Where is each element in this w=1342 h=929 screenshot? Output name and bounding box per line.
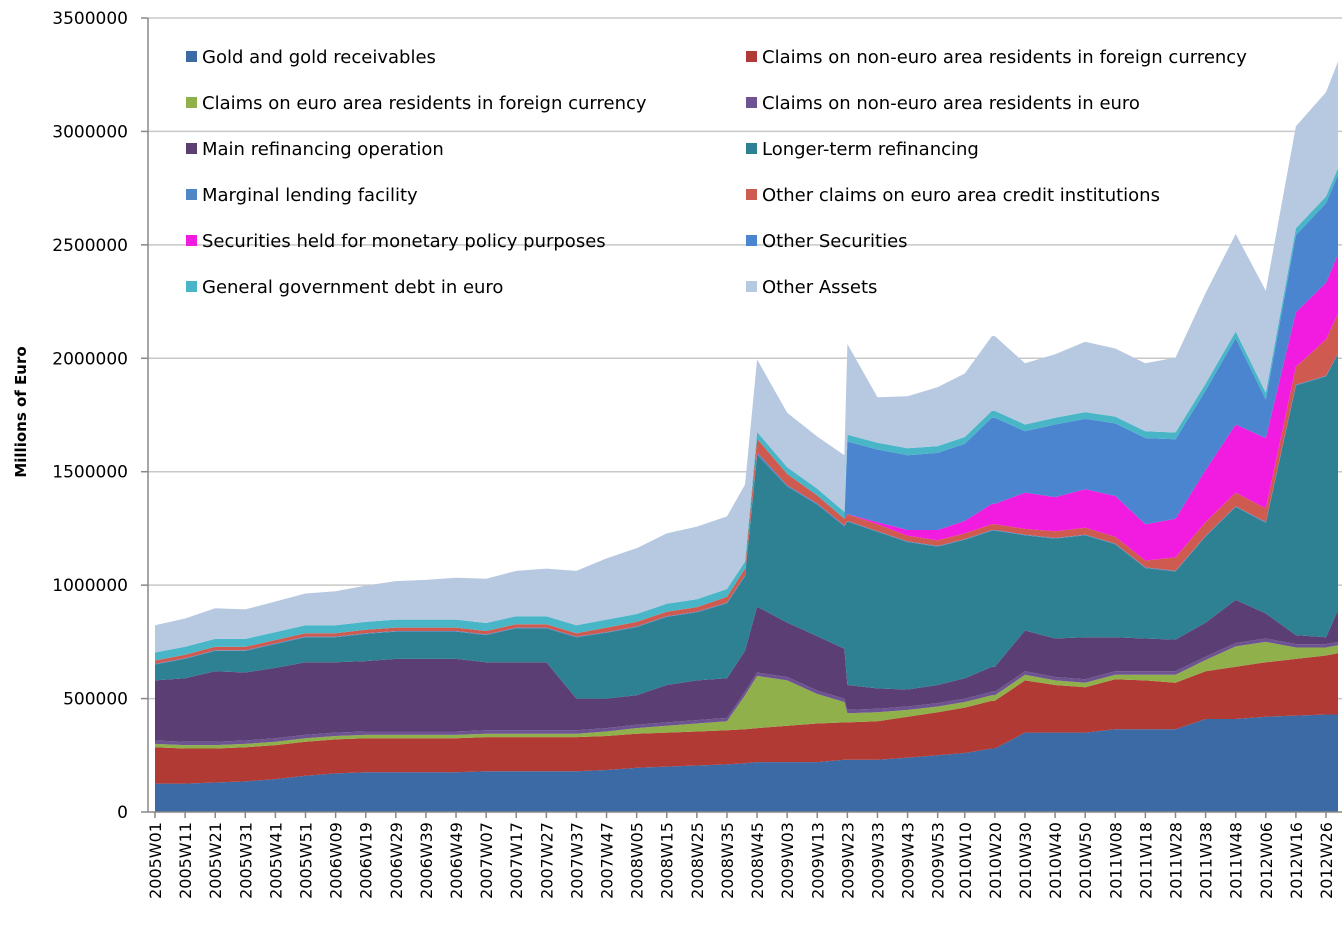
y-tick-label: 500000: [63, 690, 128, 710]
x-tick-label: 2005W01: [146, 822, 165, 899]
x-tick-label: 2012W26: [1317, 822, 1336, 899]
legend-label-main-refinancing-operation: Main refinancing operation: [202, 139, 444, 160]
x-tick-label: 2008W05: [628, 822, 647, 899]
legend-swatch-claims-on-euro-area-residents-in-foreign-currency: [186, 97, 197, 108]
x-tick-label: 2011W48: [1227, 822, 1246, 899]
x-tick-label: 2010W20: [986, 822, 1005, 899]
x-tick-label: 2009W23: [838, 822, 857, 899]
x-tick-label: 2007W47: [598, 822, 617, 899]
legend-swatch-other-securities: [746, 235, 757, 246]
legend-label-marginal-lending-facility: Marginal lending facility: [202, 185, 418, 206]
legend-label-claims-on-non-euro-area-residents-in-euro: Claims on non-euro area residents in eur…: [762, 93, 1140, 114]
x-tick-label: 2010W40: [1046, 822, 1065, 899]
gridlines: [148, 17, 1342, 700]
legend-label-securities-held-for-monetary-policy-purposes: Securities held for monetary policy purp…: [202, 231, 606, 252]
x-tick-label: 2007W07: [477, 822, 496, 899]
x-tick-label: 2009W33: [869, 822, 888, 899]
y-tick-label: 3000000: [52, 122, 128, 142]
legend-swatch-marginal-lending-facility: [186, 189, 197, 200]
x-tick-label: 2011W28: [1167, 822, 1186, 899]
x-tick-label: 2007W37: [567, 822, 586, 899]
legend-label-other-claims-on-euro-area-credit-institutions: Other claims on euro area credit institu…: [762, 185, 1160, 206]
area-claims-on-non-euro-area-residents-in-foreign-currency: [155, 653, 1338, 784]
x-tick-label: 2010W50: [1076, 822, 1095, 899]
x-tick-label: 2006W19: [357, 822, 376, 899]
y-tick-label: 1000000: [52, 576, 128, 596]
legend-label-claims-on-non-euro-area-residents-in-foreign-currency: Claims on non-euro area residents in for…: [762, 47, 1247, 68]
legend-swatch-longer-term-refinancing: [746, 143, 757, 154]
x-tick-label: 2005W11: [176, 822, 195, 899]
x-tick-label: 2010W30: [1016, 822, 1035, 899]
area-longer-term-refinancing: [155, 353, 1338, 699]
legend-label-claims-on-euro-area-residents-in-foreign-currency: Claims on euro area residents in foreign…: [202, 93, 647, 114]
area-gold-and-gold-receivables: [155, 714, 1338, 812]
legend-swatch-other-assets: [746, 281, 757, 292]
x-tick-label: 2008W45: [748, 822, 767, 899]
x-tick-label: 2009W13: [808, 822, 827, 899]
y-tick-label: 2000000: [52, 349, 128, 369]
legend-swatch-claims-on-non-euro-area-residents-in-foreign-currency: [746, 51, 757, 62]
x-tick-label: 2011W38: [1197, 822, 1216, 899]
x-tick-label: 2009W53: [929, 822, 948, 899]
legend-swatch-general-government-debt-in-euro: [186, 281, 197, 292]
x-tick-label: 2007W27: [537, 822, 556, 899]
y-tick-label: 3500000: [52, 9, 128, 29]
x-tick-label: 2011W08: [1106, 822, 1125, 899]
x-tick-label: 2008W15: [658, 822, 677, 899]
legend: Gold and gold receivables Claims on non-e…: [186, 47, 1247, 298]
x-tick-label: 2005W21: [206, 822, 225, 899]
x-tick-label: 2005W41: [266, 822, 285, 899]
legend-label-other-securities: Other Securities: [762, 231, 908, 252]
x-tick-label: 2008W35: [718, 822, 737, 899]
x-tick-label: 2006W29: [387, 822, 406, 899]
x-tick-label: 2012W16: [1287, 822, 1306, 899]
legend-swatch-other-claims-on-euro-area-credit-institutions: [746, 189, 757, 200]
area-claims-on-non-euro-area-residents-in-euro: [155, 638, 1338, 746]
x-tick-label: 2005W31: [236, 822, 255, 899]
x-tick-label: 2011W18: [1136, 822, 1155, 899]
area-claims-on-euro-area-residents-in-foreign-currency: [155, 641, 1338, 749]
legend-label-other-assets: Other Assets: [762, 277, 877, 298]
x-tick-label: 2009W43: [899, 822, 918, 899]
area-series-group: [155, 61, 1338, 812]
y-tick-label: 1500000: [52, 463, 128, 483]
x-tick-label: 2007W17: [507, 822, 526, 899]
x-tick-label: 2012W06: [1257, 822, 1276, 899]
x-tick-label: 2010W10: [956, 822, 975, 899]
x-tick-label: 2008W25: [688, 822, 707, 899]
y-tick-label: 2500000: [52, 236, 128, 256]
x-tick-label: 2005W51: [297, 822, 316, 899]
x-tick-label: 2006W39: [417, 822, 436, 899]
area-other-assets: [155, 61, 1338, 653]
y-tick-label: 0: [117, 803, 128, 823]
x-tick-label: 2006W09: [327, 822, 346, 899]
legend-swatch-main-refinancing-operation: [186, 143, 197, 154]
legend-swatch-securities-held-for-monetary-policy-purposes: [186, 235, 197, 246]
legend-swatch-gold-and-gold-receivables: [186, 51, 197, 62]
y-axis-label: Millions of Euro: [12, 346, 30, 477]
axes: 0 500000 1000000 1500000 2000000 2500000 30000…: [52, 9, 1342, 899]
legend-label-longer-term-refinancing: Longer-term refinancing: [762, 139, 979, 160]
legend-label-gold-and-gold-receivables: Gold and gold receivables: [202, 47, 436, 68]
legend-swatch-claims-on-non-euro-area-residents-in-euro: [746, 97, 757, 108]
legend-label-general-government-debt-in-euro: General government debt in euro: [202, 277, 503, 298]
x-tick-label: 2006W49: [447, 822, 466, 899]
area-main-refinancing-operation: [155, 599, 1338, 742]
x-tick-label: 2009W03: [778, 822, 797, 899]
